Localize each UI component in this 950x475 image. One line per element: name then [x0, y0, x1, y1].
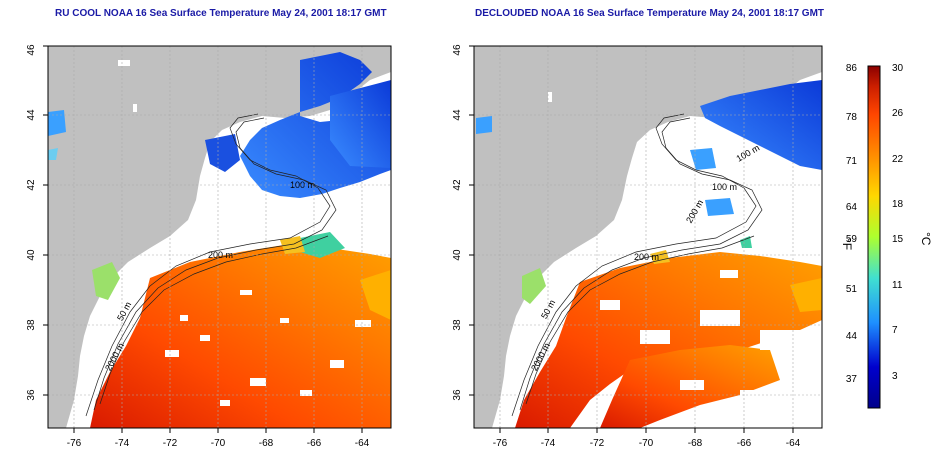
c-tick-label: 30 [892, 63, 904, 74]
c-tick-label: 15 [892, 234, 904, 245]
bathymetry-contours [85, 113, 337, 417]
y-tick-label: 36 [26, 389, 37, 401]
land-mass [474, 46, 822, 428]
y-tick-label: 40 [26, 249, 37, 261]
fahrenheit-unit-label: °F [840, 238, 854, 250]
celsius-ticks: 30 26 22 18 15 11 7 3 [892, 63, 904, 382]
y-tick-label: 38 [452, 319, 463, 331]
c-tick-label: 18 [892, 199, 904, 210]
y-tick-label: 46 [452, 44, 463, 56]
f-tick-label: 64 [846, 202, 858, 213]
left-x-axis: -76 -74 -72 -70 -68 -66 -64 [67, 428, 370, 449]
f-tick-label: 37 [846, 374, 858, 385]
y-tick-label: 42 [452, 179, 463, 191]
c-tick-label: 7 [892, 325, 898, 336]
c-tick-label: 3 [892, 371, 898, 382]
x-tick-label: -74 [115, 438, 130, 449]
f-tick-label: 78 [846, 112, 858, 123]
x-tick-label: -66 [737, 438, 752, 449]
contour-label-100m: 100 m [712, 182, 737, 192]
x-tick-label: -70 [211, 438, 226, 449]
x-tick-label: -76 [493, 438, 508, 449]
color-scale-legend: 86 78 71 64 59 51 44 37 30 26 22 18 15 1… [840, 63, 933, 409]
left-panel-title: RU COOL NOAA 16 Sea Surface Temperature … [55, 8, 387, 19]
x-tick-label: -66 [307, 438, 322, 449]
celsius-unit-label: °C [919, 232, 933, 246]
left-map-panel: 100 m 200 m 50 m 2000 m -76 -74 -72 [26, 44, 392, 449]
y-tick-label: 36 [452, 389, 463, 401]
x-tick-label: -72 [590, 438, 605, 449]
contour-label-200m: 200 m [634, 252, 659, 262]
y-tick-label: 40 [452, 249, 463, 261]
contour-label-100m: 100 m [290, 180, 315, 190]
warm-water-region [90, 244, 391, 428]
c-tick-label: 11 [892, 280, 903, 291]
c-tick-label: 22 [892, 154, 904, 165]
x-tick-label: -72 [163, 438, 178, 449]
f-tick-label: 71 [846, 156, 858, 167]
right-y-axis: 36 38 40 42 44 46 [452, 44, 474, 401]
y-tick-label: 42 [26, 179, 37, 191]
x-tick-label: -74 [541, 438, 556, 449]
c-tick-label: 26 [892, 108, 904, 119]
colorbar [867, 65, 881, 409]
f-tick-label: 51 [846, 284, 858, 295]
x-tick-label: -76 [67, 438, 82, 449]
fahrenheit-ticks: 86 78 71 64 59 51 44 37 [846, 63, 858, 385]
land-mass [48, 46, 391, 428]
f-tick-label: 86 [846, 63, 858, 74]
f-tick-label: 59 [846, 234, 858, 245]
y-tick-label: 44 [452, 109, 463, 121]
x-tick-label: -64 [355, 438, 370, 449]
x-tick-label: -70 [639, 438, 654, 449]
f-tick-label: 44 [846, 331, 858, 342]
x-tick-label: -64 [786, 438, 801, 449]
y-tick-label: 44 [26, 109, 37, 121]
right-map-panel: 100 m 100 m 200 m 50 m 200 m 2000 m -76 … [452, 44, 823, 449]
right-panel-title: DECLOUDED NOAA 16 Sea Surface Temperatur… [475, 8, 825, 19]
x-tick-label: -68 [688, 438, 703, 449]
left-y-axis: 36 38 40 42 44 46 [26, 44, 48, 401]
right-gridlines [474, 46, 822, 428]
left-gridlines [48, 46, 391, 428]
y-tick-label: 38 [26, 319, 37, 331]
bathymetry-contours [511, 113, 763, 417]
y-tick-label: 46 [26, 44, 37, 56]
x-tick-label: -68 [259, 438, 274, 449]
right-x-axis: -76 -74 -72 -70 -68 -66 -64 [493, 428, 801, 449]
